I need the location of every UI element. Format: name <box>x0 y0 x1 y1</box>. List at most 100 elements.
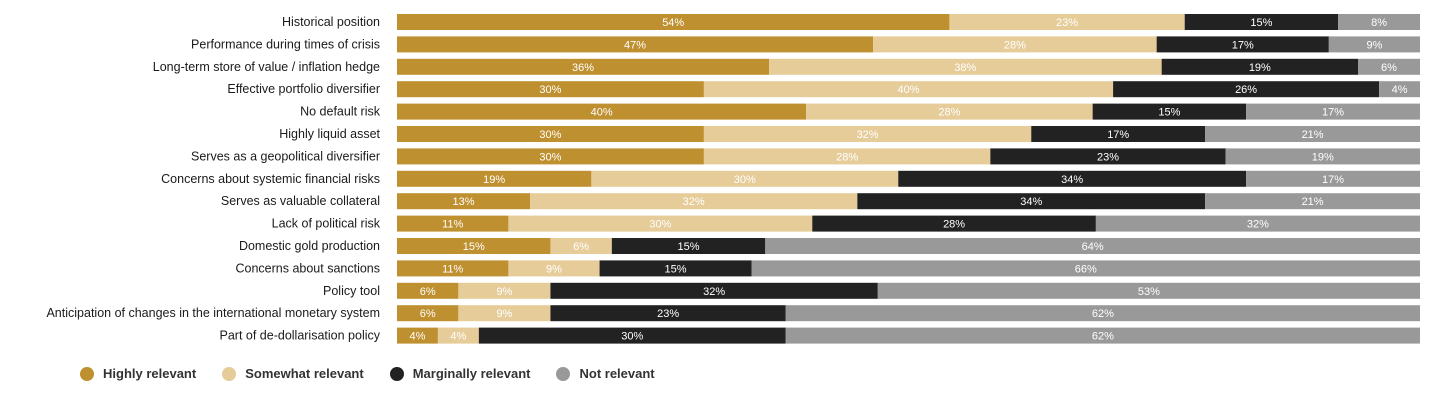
bar-segment-marginally-relevant <box>1113 81 1380 98</box>
data-label: 19% <box>1312 151 1334 163</box>
data-label: 17% <box>1322 107 1344 119</box>
bar-segment-marginally-relevant <box>1161 58 1358 75</box>
bar-segment-marginally-relevant <box>1184 14 1339 30</box>
legend: Highly relevant Somewhat relevant Margin… <box>80 366 655 381</box>
bar-segment-somewhat-relevant <box>873 36 1157 53</box>
bar-segment-somewhat-relevant <box>550 238 612 254</box>
bar-segment-highly-relevant <box>397 282 459 299</box>
category-label: Highly liquid asset <box>279 127 380 141</box>
bar-row-highly-liquid-asset: Highly liquid asset 30% 32% 17% 21% <box>279 126 1420 142</box>
bar-segment-somewhat-relevant <box>949 14 1185 30</box>
category-label: Historical position <box>282 15 380 29</box>
category-label: Long-term store of value / inflation hed… <box>153 60 380 74</box>
data-label: 6% <box>573 241 589 253</box>
data-label: 30% <box>539 84 561 96</box>
bar-segment-somewhat-relevant <box>508 260 600 277</box>
bar-segment-not-relevant <box>1246 170 1420 187</box>
data-label: 66% <box>1075 263 1097 275</box>
category-label: No default risk <box>300 105 381 119</box>
data-label: 9% <box>1366 39 1382 51</box>
data-label: 19% <box>1249 62 1271 74</box>
data-label: 6% <box>1381 62 1397 74</box>
data-label: 62% <box>1092 308 1114 320</box>
bar-segment-highly-relevant <box>397 14 950 30</box>
category-label: Concerns about sanctions <box>235 261 380 275</box>
data-label: 17% <box>1107 129 1129 141</box>
bar-segment-somewhat-relevant <box>437 327 479 344</box>
bar-segment-somewhat-relevant <box>508 215 813 232</box>
bar-segment-not-relevant <box>1205 126 1420 142</box>
bar-segment-highly-relevant <box>397 238 551 254</box>
data-label: 28% <box>836 151 858 163</box>
bar-segment-marginally-relevant <box>550 305 786 322</box>
data-label: 30% <box>649 219 671 231</box>
data-label: 4% <box>1392 84 1408 96</box>
data-label: 47% <box>624 39 646 51</box>
bar-segment-not-relevant <box>785 327 1420 344</box>
data-label: 30% <box>539 151 561 163</box>
bar-segment-highly-relevant <box>397 260 509 277</box>
data-label: 34% <box>1020 196 1042 208</box>
legend-swatch-not-relevant <box>556 366 571 381</box>
category-label: Domestic gold production <box>239 239 380 253</box>
category-label: Concerns about systemic financial risks <box>161 172 380 186</box>
bar-row-anticipation-of-changes-in-the-international-monetary-system: Anticipation of changes in the internati… <box>46 305 1420 322</box>
legend-item-not-relevant: Not relevant <box>556 366 655 381</box>
data-label: 62% <box>1092 331 1114 343</box>
bar-row-concerns-about-systemic-financial-risks: Concerns about systemic financial risks 1… <box>161 170 1420 187</box>
legend-swatch-highly-relevant <box>80 366 94 381</box>
data-label: 28% <box>1004 39 1026 51</box>
data-label: 40% <box>897 84 919 96</box>
bar-segment-not-relevant <box>785 305 1420 322</box>
data-label: 9% <box>496 286 512 298</box>
bar-row-policy-tool: Policy tool 6% 9% 32% 53% <box>323 282 1420 299</box>
legend-swatch-marginally-relevant <box>389 366 404 381</box>
bar-segment-marginally-relevant <box>990 148 1226 165</box>
bar-row-part-of-de-dollarisation-policy: Part of de-dollarisation policy 4% 4% 30% 62… <box>220 327 1420 344</box>
data-label: 17% <box>1322 174 1344 186</box>
data-label: 21% <box>1302 196 1324 208</box>
category-label: Serves as valuable collateral <box>221 194 380 208</box>
bar-segment-somewhat-relevant <box>591 170 899 187</box>
data-label: 30% <box>621 331 643 343</box>
bar-segment-somewhat-relevant <box>703 148 991 165</box>
data-label: 28% <box>938 107 960 119</box>
bar-segment-highly-relevant <box>397 103 807 120</box>
data-label: 15% <box>1158 107 1180 119</box>
bar-row-serves-as-valuable-collateral: Serves as valuable collateral 13% 32% 34% 21… <box>221 193 1420 210</box>
bar-segment-somewhat-relevant <box>703 126 1032 142</box>
bar-segment-somewhat-relevant <box>703 81 1114 98</box>
bar-segment-highly-relevant <box>397 36 874 53</box>
data-label: 53% <box>1138 286 1160 298</box>
bar-segment-marginally-relevant <box>812 215 1096 232</box>
bar-segment-marginally-relevant <box>599 260 752 277</box>
bar-segment-marginally-relevant <box>478 327 786 344</box>
bar-segment-highly-relevant <box>397 170 592 187</box>
bar-row-serves-as-a-geopolitical-diversifier: Serves as a geopolitical diversifier 30% 2… <box>191 148 1420 165</box>
bar-segment-highly-relevant <box>397 193 530 210</box>
bar-segment-not-relevant <box>1205 193 1420 210</box>
data-label: 11% <box>442 219 463 231</box>
data-label: 32% <box>857 129 879 141</box>
data-label: 23% <box>657 308 679 320</box>
data-label: 6% <box>420 286 436 298</box>
bar-row-effective-portfolio-diversifier: Effective portfolio diversifier 30% 40% 26%… <box>227 81 1420 98</box>
bar-segment-not-relevant <box>1225 148 1420 165</box>
bar-segment-not-relevant <box>765 238 1420 254</box>
legend-item-marginally-relevant: Marginally relevant <box>389 366 530 381</box>
category-label: Anticipation of changes in the internati… <box>46 306 380 320</box>
bar-segment-not-relevant <box>1246 103 1420 120</box>
legend-label-highly-relevant: Highly relevant <box>103 366 197 381</box>
bar-row-no-default-risk: No default risk 40% 28% 15% 17% <box>300 103 1420 120</box>
data-label: 38% <box>954 62 976 74</box>
data-label: 40% <box>591 107 613 119</box>
bar-segment-marginally-relevant <box>898 170 1247 187</box>
data-label: 8% <box>1371 17 1387 29</box>
data-label: 15% <box>665 263 687 275</box>
bar-segment-highly-relevant <box>397 81 704 98</box>
data-label: 4% <box>450 331 466 343</box>
bar-segment-marginally-relevant <box>611 238 766 254</box>
category-label: Lack of political risk <box>272 217 381 231</box>
data-label: 54% <box>662 17 684 29</box>
